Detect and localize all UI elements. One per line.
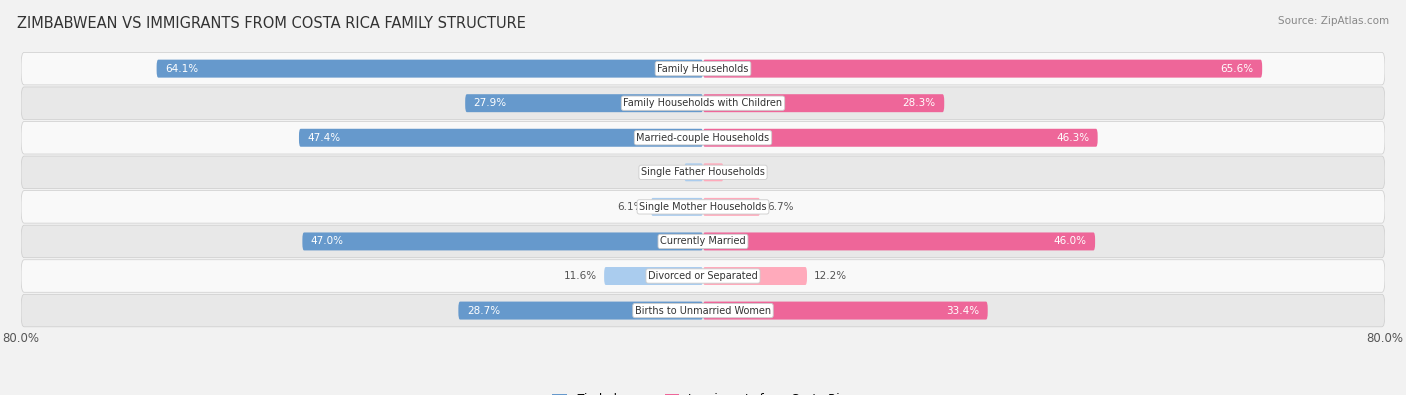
Text: 33.4%: 33.4%: [946, 306, 979, 316]
FancyBboxPatch shape: [21, 260, 1385, 292]
FancyBboxPatch shape: [21, 191, 1385, 223]
FancyBboxPatch shape: [605, 267, 703, 285]
Text: 46.3%: 46.3%: [1056, 133, 1090, 143]
Text: 28.7%: 28.7%: [467, 306, 501, 316]
Text: 2.4%: 2.4%: [730, 167, 756, 177]
FancyBboxPatch shape: [703, 302, 987, 320]
Legend: Zimbabwean, Immigrants from Costa Rica: Zimbabwean, Immigrants from Costa Rica: [548, 388, 858, 395]
Text: Single Father Households: Single Father Households: [641, 167, 765, 177]
FancyBboxPatch shape: [703, 164, 724, 181]
Text: 2.2%: 2.2%: [651, 167, 678, 177]
FancyBboxPatch shape: [703, 94, 945, 112]
FancyBboxPatch shape: [703, 232, 1095, 250]
Text: 12.2%: 12.2%: [814, 271, 846, 281]
FancyBboxPatch shape: [21, 294, 1385, 327]
Text: Married-couple Households: Married-couple Households: [637, 133, 769, 143]
FancyBboxPatch shape: [458, 302, 703, 320]
Text: 65.6%: 65.6%: [1220, 64, 1254, 73]
FancyBboxPatch shape: [21, 122, 1385, 154]
Text: 6.7%: 6.7%: [766, 202, 793, 212]
Text: Single Mother Households: Single Mother Households: [640, 202, 766, 212]
FancyBboxPatch shape: [21, 87, 1385, 119]
Text: 64.1%: 64.1%: [165, 64, 198, 73]
FancyBboxPatch shape: [703, 60, 1263, 77]
Text: 27.9%: 27.9%: [474, 98, 506, 108]
Text: 46.0%: 46.0%: [1053, 237, 1087, 246]
Text: Family Households: Family Households: [658, 64, 748, 73]
FancyBboxPatch shape: [21, 156, 1385, 188]
FancyBboxPatch shape: [302, 232, 703, 250]
Text: 47.0%: 47.0%: [311, 237, 344, 246]
FancyBboxPatch shape: [651, 198, 703, 216]
Text: Currently Married: Currently Married: [661, 237, 745, 246]
FancyBboxPatch shape: [299, 129, 703, 147]
Text: Divorced or Separated: Divorced or Separated: [648, 271, 758, 281]
FancyBboxPatch shape: [21, 53, 1385, 85]
Text: ZIMBABWEAN VS IMMIGRANTS FROM COSTA RICA FAMILY STRUCTURE: ZIMBABWEAN VS IMMIGRANTS FROM COSTA RICA…: [17, 16, 526, 31]
FancyBboxPatch shape: [21, 225, 1385, 258]
FancyBboxPatch shape: [156, 60, 703, 77]
Text: Births to Unmarried Women: Births to Unmarried Women: [636, 306, 770, 316]
FancyBboxPatch shape: [465, 94, 703, 112]
FancyBboxPatch shape: [703, 129, 1098, 147]
FancyBboxPatch shape: [703, 198, 761, 216]
FancyBboxPatch shape: [685, 164, 703, 181]
Text: Source: ZipAtlas.com: Source: ZipAtlas.com: [1278, 16, 1389, 26]
Text: Family Households with Children: Family Households with Children: [623, 98, 783, 108]
FancyBboxPatch shape: [703, 267, 807, 285]
Text: 28.3%: 28.3%: [903, 98, 936, 108]
Text: 47.4%: 47.4%: [308, 133, 340, 143]
Text: 6.1%: 6.1%: [617, 202, 644, 212]
Text: 11.6%: 11.6%: [564, 271, 598, 281]
